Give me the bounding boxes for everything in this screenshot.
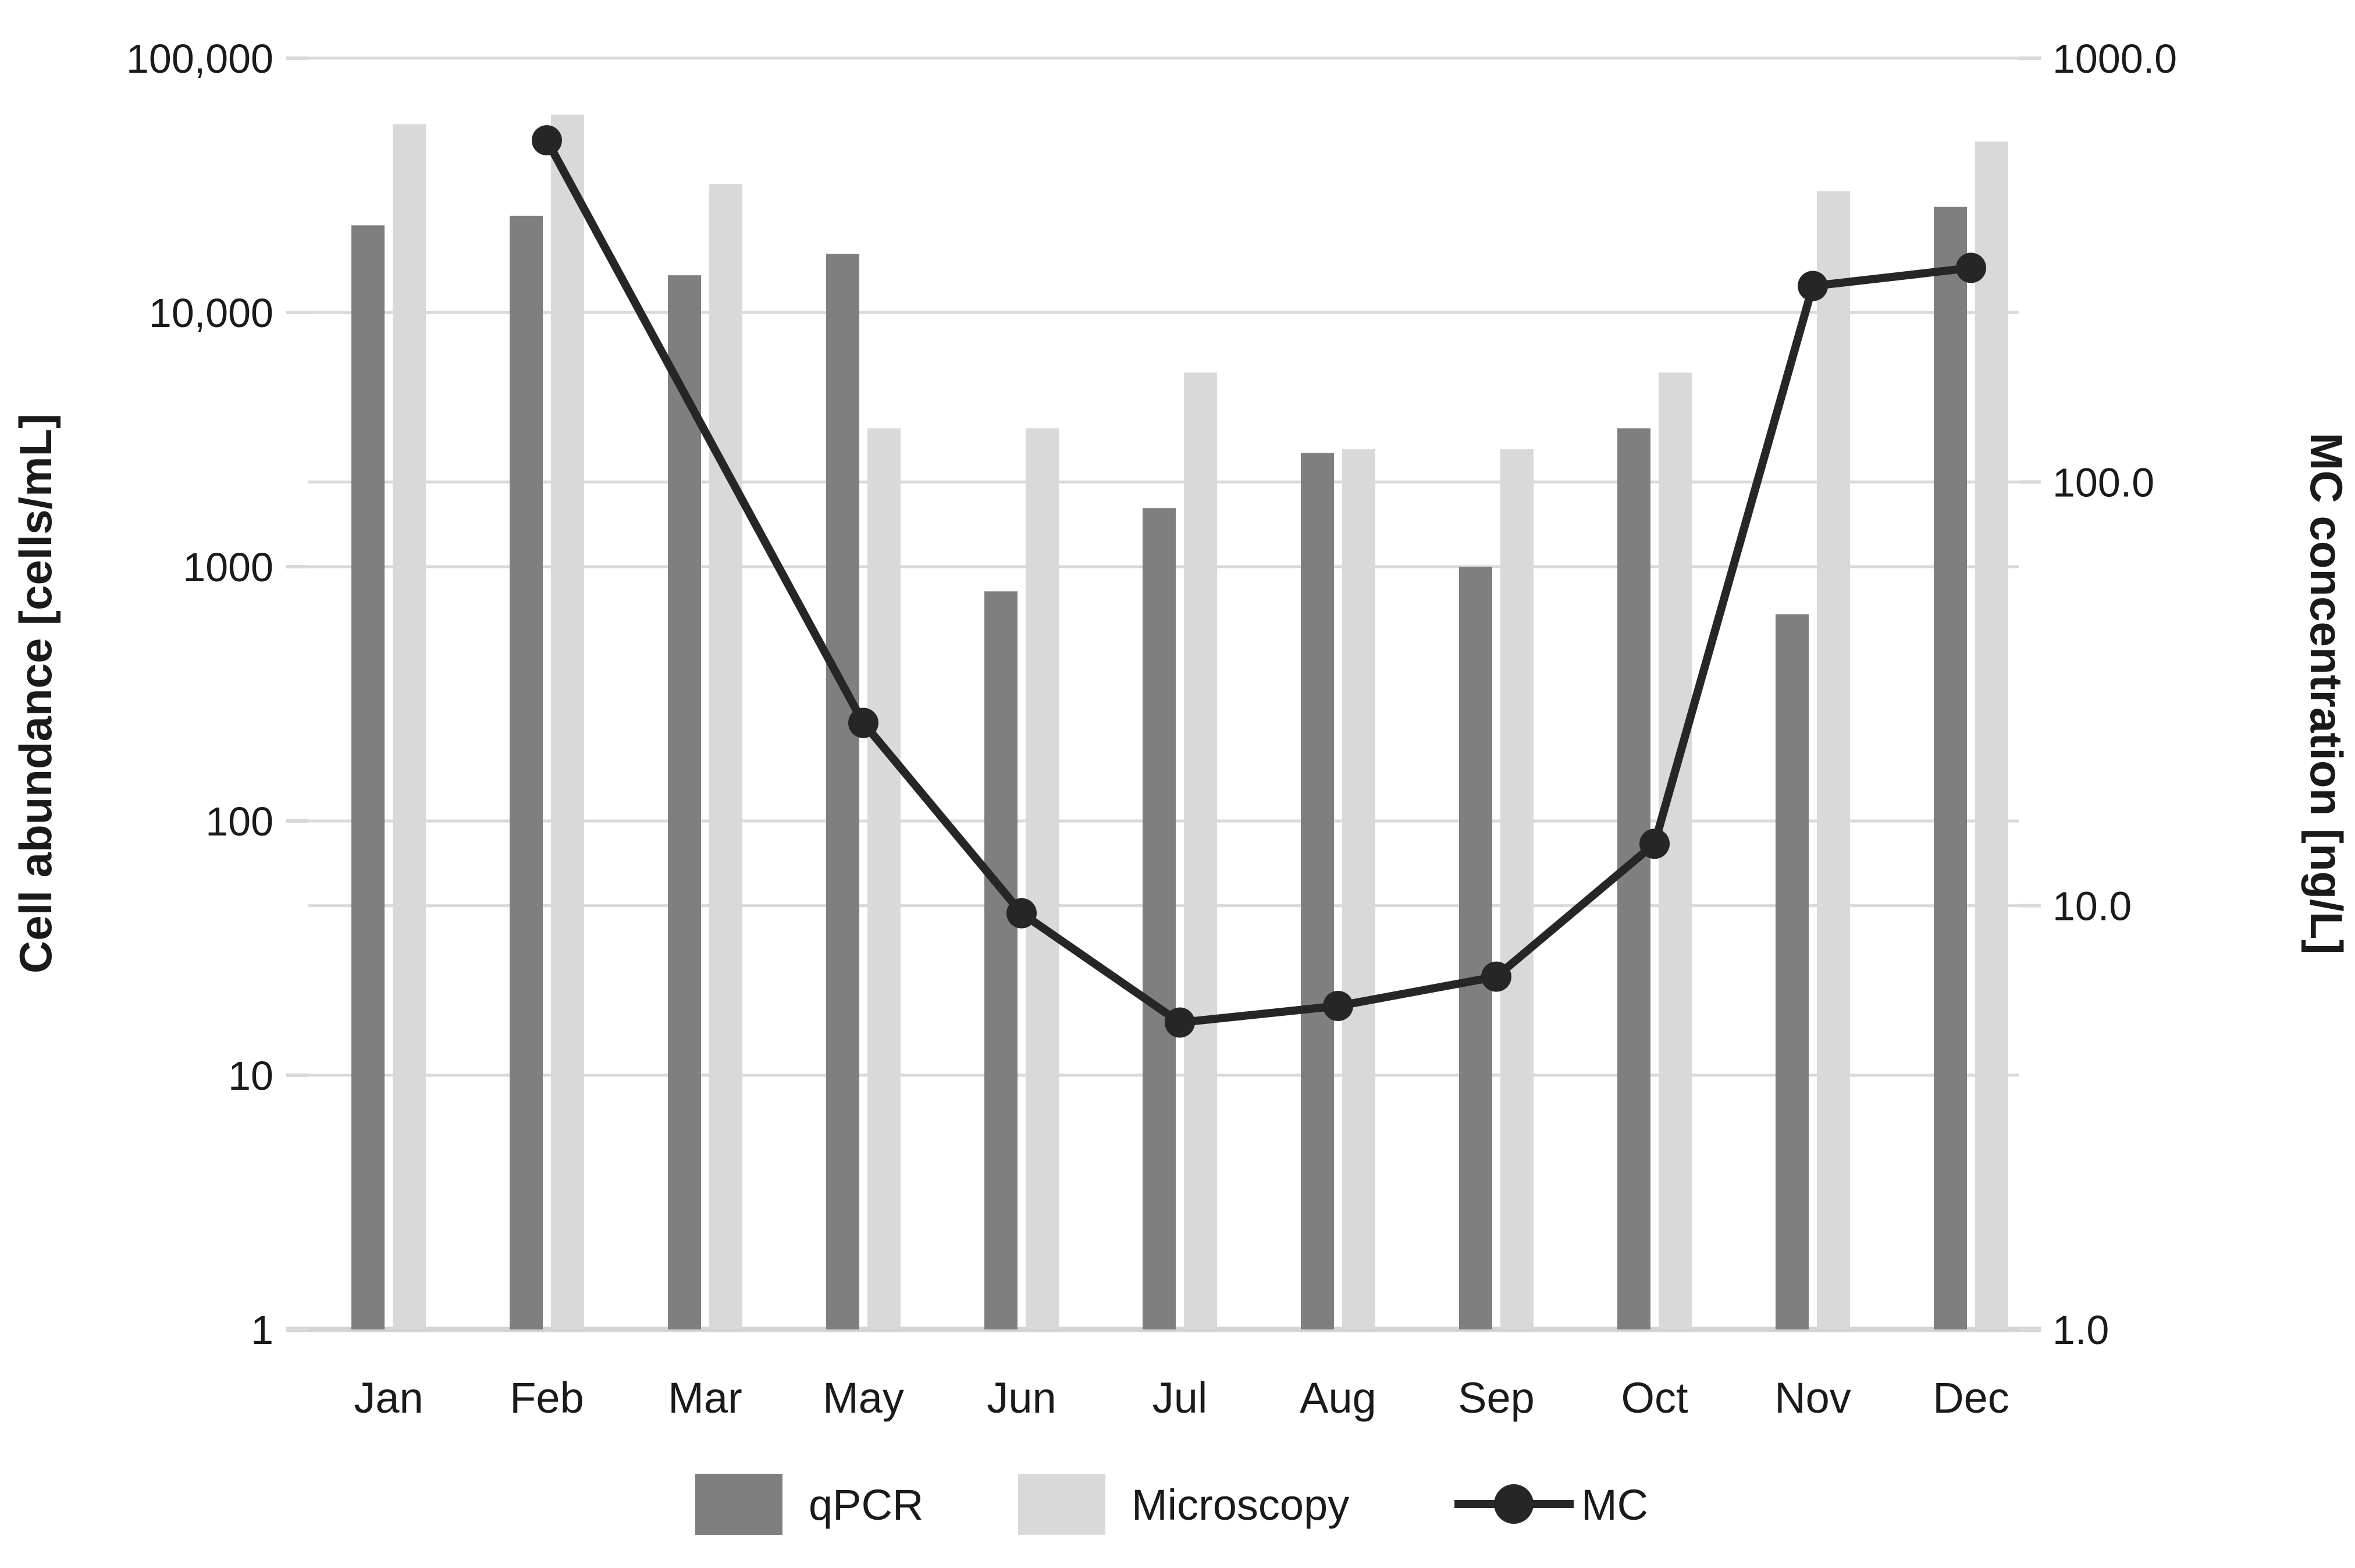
mc-point-jun [1006,898,1037,929]
month-label-may: May [823,1374,904,1422]
month-label-mar: Mar [668,1374,742,1422]
mc-line-series [532,125,1986,1038]
bar-microscopy-mar [709,184,742,1329]
right-axis-title: MC concentration [ng/L] [2301,433,2352,955]
axis-tick-marks [286,56,2041,1331]
mc-point-may [848,707,878,738]
month-label-oct: Oct [1621,1374,1688,1422]
mc-point-nov [1798,271,1828,301]
month-label-jun: Jun [987,1374,1056,1422]
right-axis-label-100.0: 100.0 [2052,460,2154,505]
left-axis-label-100,000: 100,000 [126,36,273,81]
month-label-sep: Sep [1458,1374,1535,1422]
month-label-jul: Jul [1152,1374,1208,1422]
legend: qPCR Microscopy MC [695,1474,1648,1535]
left-axis-label-1000: 1000 [183,545,273,590]
right-axis-label-1.0: 1.0 [2052,1307,2109,1353]
month-label-feb: Feb [510,1374,584,1422]
bar-microscopy-aug [1342,449,1375,1329]
mc-line [543,136,1975,1027]
bar-microscopy-jun [1026,428,1059,1330]
legend-swatch-microscopy [1018,1474,1105,1535]
mc-point-feb [532,125,562,156]
bar-microscopy-nov [1817,191,1850,1329]
mc-point-oct [1639,829,1670,859]
right-axis-label-1000.0: 1000.0 [2052,36,2177,81]
bar-microscopy-feb [551,114,584,1329]
legend-label-microscopy: Microscopy [1132,1481,1349,1529]
mc-point-jul [1165,1007,1195,1038]
bar-qpcr-mar [668,275,701,1329]
left-axis-label-10: 10 [228,1053,273,1098]
legend-label-mc: MC [1581,1481,1648,1529]
bar-qpcr-jan [351,225,385,1329]
mc-point-sep [1481,961,1511,992]
bar-qpcr-oct [1617,428,1650,1330]
bar-microscopy-dec [1975,141,2008,1330]
left-axis-label-10,000: 10,000 [149,290,273,336]
month-label-dec: Dec [1933,1374,2009,1422]
bar-qpcr-may [826,254,859,1329]
right-axis-label-10.0: 10.0 [2052,884,2132,929]
bar-microscopy-sep [1500,449,1534,1329]
bar-qpcr-sep [1459,567,1492,1329]
left-axis-title: Cell abundance [cells/mL] [10,414,61,973]
bar-qpcr-jun [984,591,1018,1330]
bar-microscopy-jan [393,124,426,1330]
bar-qpcr-jul [1143,508,1176,1329]
bar-series [351,114,2008,1330]
left-axis-label-1: 1 [251,1307,273,1353]
right-axis-tick-labels: 1000.0 100.0 10.0 1.0 [2052,36,2177,1353]
legend-marker-mc [1494,1484,1534,1524]
bar-qpcr-aug [1301,453,1334,1329]
month-label-aug: Aug [1300,1374,1376,1422]
legend-swatch-qpcr [695,1474,782,1535]
x-axis-month-labels: Jan Feb Mar May Jun Jul Aug Sep Oct Nov Dec [354,1374,2009,1422]
mc-point-dec [1956,253,1986,283]
left-axis-tick-labels: 100,000 10,000 1000 100 10 1 [126,36,273,1353]
month-label-nov: Nov [1774,1374,1851,1422]
bar-microscopy-jul [1184,372,1217,1329]
bar-qpcr-dec [1934,207,1967,1330]
left-axis-label-100: 100 [205,799,273,844]
legend-label-qpcr: qPCR [809,1481,923,1529]
month-label-jan: Jan [354,1374,423,1422]
bar-qpcr-nov [1776,614,1809,1329]
bar-microscopy-may [867,428,901,1330]
bar-qpcr-feb [510,215,543,1330]
mc-point-aug [1323,990,1353,1021]
